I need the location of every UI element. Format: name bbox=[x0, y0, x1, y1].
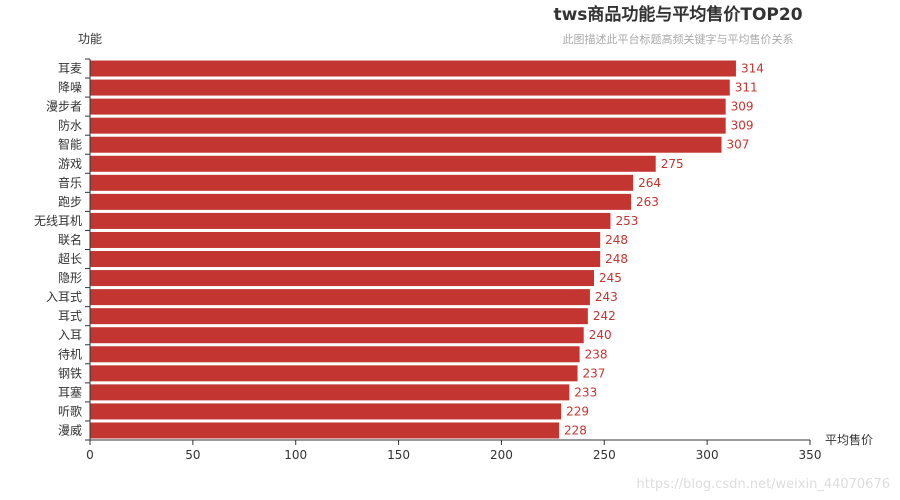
y-tick-label: 待机 bbox=[58, 347, 82, 361]
bar bbox=[90, 79, 730, 96]
value-label: 307 bbox=[727, 138, 750, 152]
y-tick-label: 降噪 bbox=[58, 81, 82, 95]
x-tick-label: 300 bbox=[696, 448, 719, 462]
value-label: 228 bbox=[564, 423, 587, 437]
bar bbox=[90, 60, 736, 77]
bar bbox=[90, 289, 590, 306]
y-tick-label: 入耳 bbox=[58, 328, 82, 342]
chart-subtitle: 此图描述此平台标题高频关键字与平均售价关系 bbox=[563, 32, 794, 46]
bar bbox=[90, 251, 601, 268]
x-tick-label: 250 bbox=[593, 448, 616, 462]
y-tick-label: 耳麦 bbox=[58, 62, 82, 76]
x-tick-label: 350 bbox=[799, 448, 822, 462]
y-tick-label: 钢铁 bbox=[58, 366, 82, 380]
bar bbox=[90, 384, 570, 401]
bar bbox=[90, 231, 601, 248]
value-label: 237 bbox=[583, 366, 606, 380]
y-tick-label: 漫威 bbox=[58, 423, 82, 437]
value-label: 253 bbox=[615, 214, 638, 228]
bar bbox=[90, 346, 580, 363]
bar bbox=[90, 365, 578, 382]
bar bbox=[90, 193, 632, 210]
value-label: 245 bbox=[599, 271, 622, 285]
bar bbox=[90, 270, 594, 287]
y-tick-label: 游戏 bbox=[58, 157, 82, 171]
x-tick-label: 100 bbox=[284, 448, 307, 462]
y-tick-label: 入耳式 bbox=[46, 290, 82, 304]
value-label: 243 bbox=[595, 290, 618, 304]
value-label: 238 bbox=[585, 347, 608, 361]
bar bbox=[90, 155, 656, 172]
x-tick-label: 0 bbox=[86, 448, 94, 462]
y-tick-label: 联名 bbox=[58, 232, 82, 247]
value-label: 248 bbox=[605, 252, 628, 266]
y-tick-label: 耳塞 bbox=[58, 384, 82, 399]
x-axis: 0 50 100 150 200 250 300 350 bbox=[86, 439, 822, 462]
y-tick-label: 音乐 bbox=[58, 175, 82, 190]
bar bbox=[90, 174, 634, 191]
bar bbox=[90, 98, 726, 115]
bar bbox=[90, 403, 562, 420]
x-tick-label: 200 bbox=[490, 448, 513, 462]
watermark: https://blog.csdn.net/weixin_44070676 bbox=[636, 477, 890, 492]
y-tick-label: 隐形 bbox=[58, 271, 82, 285]
bar bbox=[90, 327, 584, 344]
value-label: 309 bbox=[731, 119, 754, 133]
value-label: 240 bbox=[589, 328, 612, 342]
bar bbox=[90, 212, 611, 229]
x-tick-label: 150 bbox=[387, 448, 410, 462]
bar bbox=[90, 308, 588, 325]
value-label: 248 bbox=[605, 233, 628, 247]
y-axis-name: 功能 bbox=[78, 32, 102, 46]
value-label: 311 bbox=[735, 81, 758, 95]
y-tick-label: 漫步者 bbox=[46, 100, 82, 114]
value-label: 229 bbox=[566, 404, 589, 418]
value-label: 314 bbox=[741, 62, 764, 76]
x-tick-label: 50 bbox=[185, 448, 200, 462]
y-axis: 耳麦降噪漫步者防水智能游戏音乐跑步无线耳机联名超长隐形入耳式耳式入耳待机钢铁耳塞… bbox=[34, 58, 91, 441]
y-tick-label: 防水 bbox=[58, 118, 82, 133]
bar bbox=[90, 136, 722, 153]
y-tick-label: 超长 bbox=[58, 251, 82, 266]
y-tick-label: 跑步 bbox=[58, 195, 82, 209]
y-tick-label: 听歌 bbox=[58, 403, 82, 418]
value-label: 309 bbox=[731, 100, 754, 114]
y-tick-label: 智能 bbox=[58, 137, 82, 152]
x-axis-name: 平均售价 bbox=[825, 432, 873, 447]
value-label: 233 bbox=[574, 385, 597, 399]
value-label: 275 bbox=[661, 157, 684, 171]
value-label: 264 bbox=[638, 176, 661, 190]
y-tick-label: 耳式 bbox=[58, 309, 82, 323]
value-label: 263 bbox=[636, 195, 659, 209]
y-tick-label: 无线耳机 bbox=[34, 214, 82, 228]
bars-group bbox=[90, 60, 736, 439]
bar bbox=[90, 117, 726, 134]
value-label: 242 bbox=[593, 309, 616, 323]
bar bbox=[90, 422, 560, 439]
chart-title: tws商品功能与平均售价TOP20 bbox=[553, 4, 802, 25]
